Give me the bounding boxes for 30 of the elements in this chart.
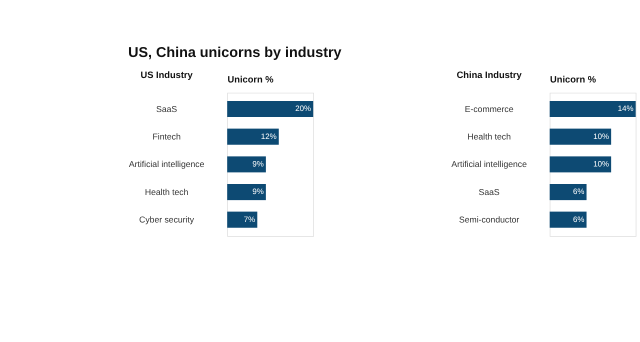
x-axis-title: Unicorn %	[550, 74, 597, 84]
data-label: 14%	[618, 104, 634, 114]
y-tick-label: SaaS	[156, 104, 178, 114]
data-label: 6%	[573, 187, 584, 196]
chart-title: US, China unicorns by industry	[128, 45, 342, 62]
data-label: 6%	[573, 214, 584, 224]
bar	[227, 101, 314, 118]
bar	[227, 156, 266, 172]
y-tick-label: Fintech	[152, 132, 181, 142]
y-tick-label: SaaS	[478, 186, 500, 197]
data-label: 10%	[593, 132, 609, 141]
y-tick-label: Artificial intelligence	[128, 159, 205, 170]
y-axis-title: US Industry	[140, 70, 194, 80]
x-axis-title: Unicorn %	[228, 74, 274, 84]
bar	[227, 184, 266, 200]
y-tick-label: Artificial intelligence	[451, 159, 528, 170]
data-label: 9%	[252, 187, 264, 196]
bar	[227, 212, 258, 228]
y-axis-title: China Industry	[456, 70, 523, 80]
y-tick-label: E-commerce	[464, 104, 514, 114]
data-label: 7%	[244, 214, 256, 224]
y-tick-label: Semi-conductor	[459, 214, 520, 225]
y-tick-label: Cyber security	[139, 214, 195, 225]
y-tick-label: Health tech	[467, 132, 512, 142]
data-label: 10%	[593, 160, 609, 169]
data-label: 12%	[260, 132, 277, 141]
data-label: 20%	[295, 104, 312, 114]
y-tick-label: Health tech	[144, 186, 189, 197]
bar	[227, 128, 279, 145]
data-label: 9%	[252, 160, 264, 169]
